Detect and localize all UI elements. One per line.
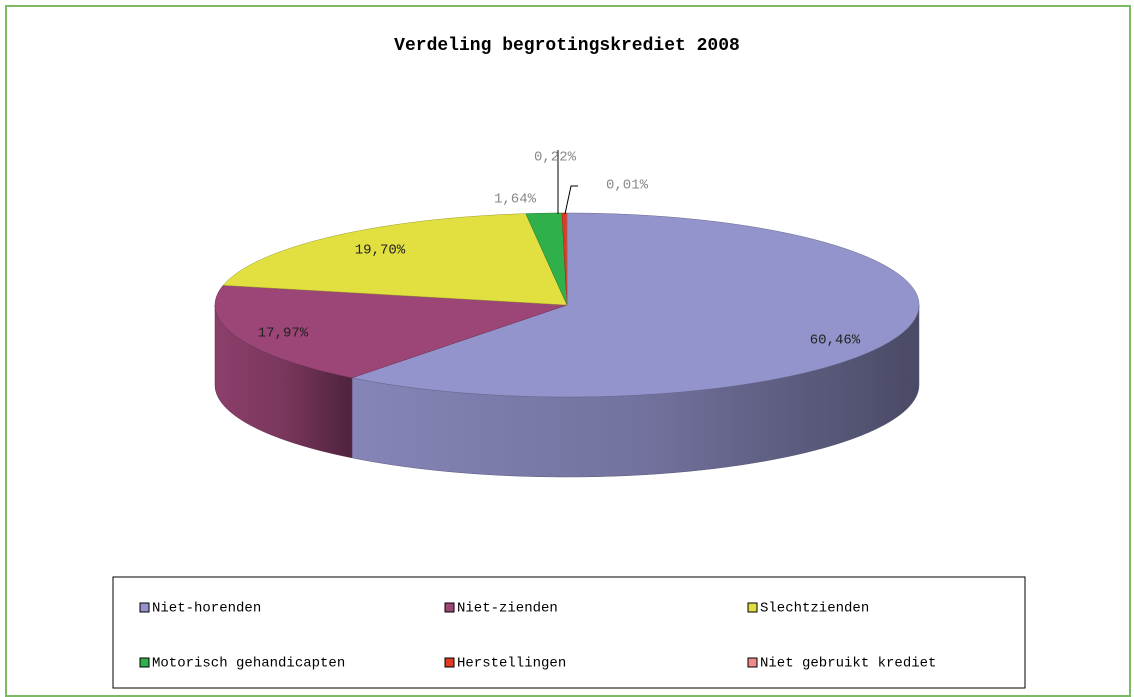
data-label: 17,97% bbox=[258, 326, 309, 342]
legend-label: Niet-horenden bbox=[152, 601, 261, 617]
chart-title: Verdeling begrotingskrediet 2008 bbox=[394, 36, 740, 56]
legend-label: Niet-zienden bbox=[457, 601, 558, 617]
legend-swatch bbox=[747, 657, 758, 668]
pie-slice bbox=[350, 212, 920, 398]
data-label: 0,22% bbox=[534, 150, 577, 166]
data-labels: 60,46% 17,97% 19,70% 1,64% 0,22% 0,01% bbox=[258, 150, 861, 349]
data-label: 0,01% bbox=[606, 178, 649, 194]
legend-label: Niet gebruikt krediet bbox=[760, 656, 936, 672]
legend-swatch bbox=[139, 602, 150, 613]
leader-line bbox=[564, 185, 578, 215]
legend-label: Slechtzienden bbox=[760, 601, 869, 617]
pie-slice bbox=[525, 212, 568, 306]
legend-swatch bbox=[139, 657, 150, 668]
data-label: 1,64% bbox=[494, 192, 537, 208]
legend-swatch bbox=[444, 602, 455, 613]
legend-label: Herstellingen bbox=[457, 656, 566, 672]
legend-swatch bbox=[444, 657, 455, 668]
pie-slice bbox=[222, 213, 568, 306]
data-label: 60,46% bbox=[810, 333, 861, 349]
legend-label: Motorisch gehandicapten bbox=[152, 656, 345, 672]
legend bbox=[112, 576, 1026, 689]
legend-swatch bbox=[747, 602, 758, 613]
pie-tops bbox=[214, 212, 920, 398]
data-label: 19,70% bbox=[355, 243, 406, 259]
pie-slice bbox=[214, 285, 568, 379]
legend-items: Niet-horenden Niet-zienden Slechtzienden Mo… bbox=[139, 601, 936, 672]
